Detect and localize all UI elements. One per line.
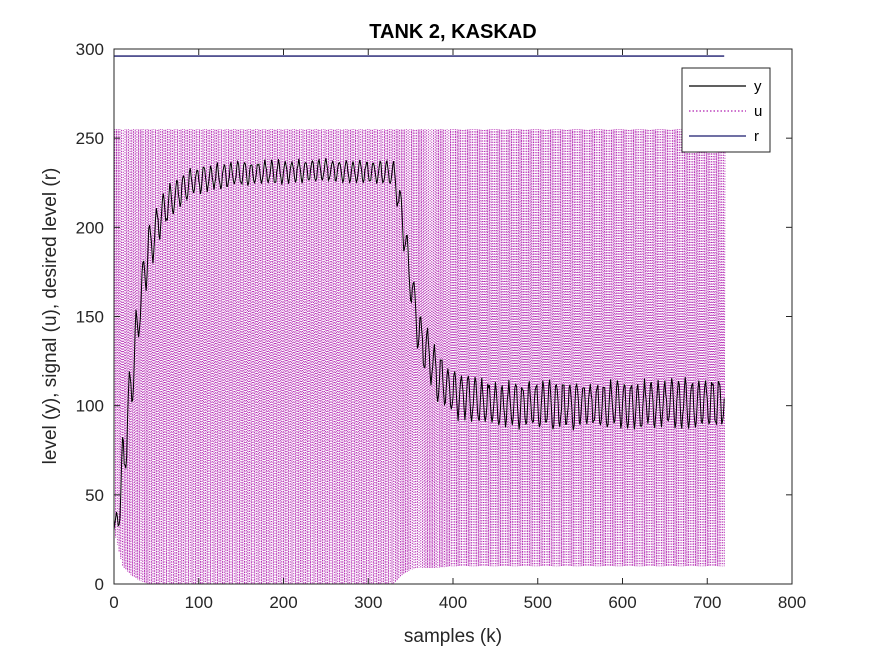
- y-tick-label: 50: [85, 486, 104, 505]
- chart-title: TANK 2, KASKAD: [369, 21, 536, 43]
- series-y-lines: [113, 158, 725, 531]
- legend-label-y: y: [754, 78, 762, 95]
- x-tick-label: 0: [109, 593, 118, 612]
- x-tick-label: 700: [693, 593, 721, 612]
- y-axis-ticks: 0 50 100 150 200 250 300: [76, 40, 792, 594]
- x-tick-label: 500: [524, 593, 552, 612]
- legend: y u r: [681, 67, 771, 153]
- y-tick-label: 150: [76, 308, 104, 327]
- x-tick-label: 600: [608, 593, 636, 612]
- y-tick-label: 0: [95, 575, 104, 594]
- y-tick-label: 100: [76, 397, 104, 416]
- legend-label-u: u: [754, 103, 762, 120]
- x-tick-label: 300: [354, 593, 382, 612]
- y-tick-label: 200: [76, 218, 104, 237]
- x-tick-label: 100: [185, 593, 213, 612]
- y-tick-label: 300: [76, 40, 104, 59]
- y-tick-label: 250: [76, 129, 104, 148]
- x-tick-label: 400: [439, 593, 467, 612]
- y-axis-label: level (y), signal (u), desired level (r): [40, 168, 61, 465]
- series-y-line: [113, 158, 725, 531]
- x-axis-ticks: 0 100 200 300 400 500 600 700 800: [109, 49, 806, 612]
- x-tick-label: 200: [269, 593, 297, 612]
- legend-box: [681, 67, 771, 153]
- legend-label-r: r: [754, 128, 759, 145]
- x-tick-label: 800: [778, 593, 806, 612]
- x-axis-label: samples (k): [404, 626, 502, 647]
